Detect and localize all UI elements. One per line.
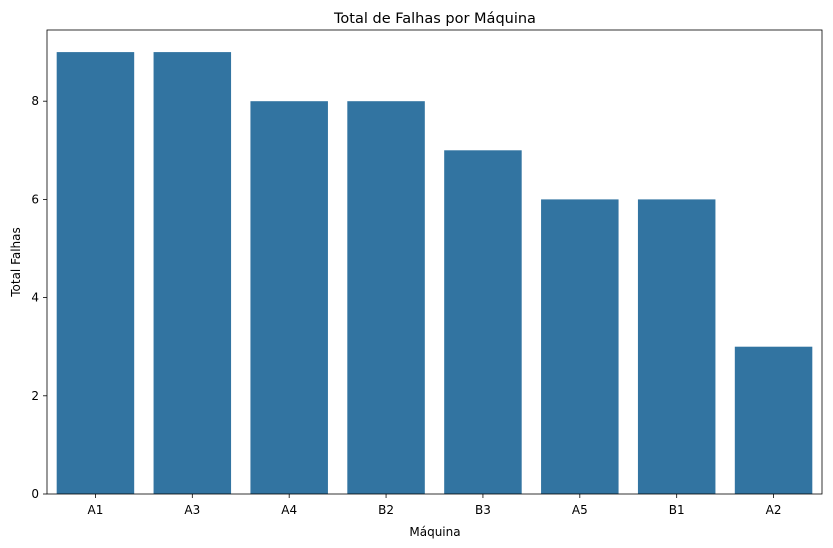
x-axis-ticks: A1 A3 A4 B2 B3 A5 B1 A2: [88, 494, 782, 517]
plot-frame: [46, 29, 823, 495]
x-tick-label: B1: [669, 503, 685, 517]
x-tick-label: A3: [184, 503, 200, 517]
y-tick-label: 0: [31, 487, 39, 501]
x-tick-label: A2: [766, 503, 782, 517]
bar-b2: [347, 101, 425, 494]
x-tick-label: A1: [88, 503, 104, 517]
x-axis-title: Máquina: [409, 525, 460, 539]
bar-a5: [541, 199, 619, 494]
bar-a4: [250, 101, 328, 494]
y-tick-label: 2: [31, 389, 39, 403]
bar-a1: [56, 52, 135, 494]
x-tick-label: A4: [281, 503, 297, 517]
x-tick-label: B3: [475, 503, 491, 517]
y-axis-title: Total Falhas: [9, 227, 23, 298]
bars-group: [56, 52, 813, 494]
x-tick-label: A5: [572, 503, 588, 517]
x-tick-label: B2: [378, 503, 394, 517]
y-tick-label: 6: [31, 192, 39, 206]
chart-title: Total de Falhas por Máquina: [333, 11, 536, 27]
bar-b1: [637, 199, 716, 494]
y-tick-label: 8: [31, 94, 39, 108]
bar-b3: [444, 150, 522, 494]
bar-a3: [153, 52, 232, 494]
y-tick-label: 4: [31, 291, 39, 305]
y-axis-ticks: 0 2 4 6 8: [31, 94, 47, 501]
bar-a2: [734, 346, 813, 494]
